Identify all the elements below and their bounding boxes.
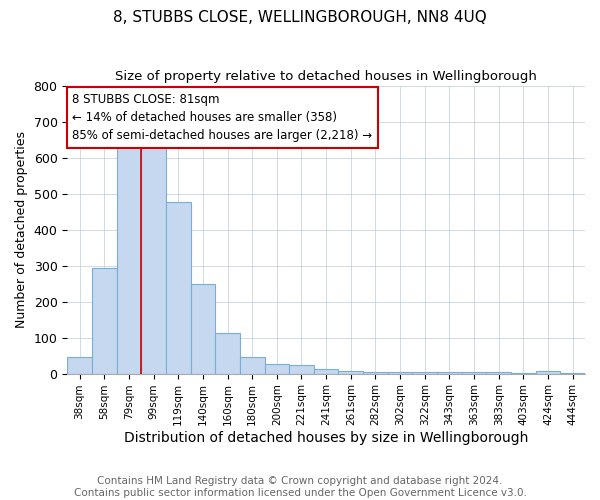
Text: 8 STUBBS CLOSE: 81sqm
← 14% of detached houses are smaller (358)
85% of semi-det: 8 STUBBS CLOSE: 81sqm ← 14% of detached … [73,93,373,142]
Bar [265,364,289,374]
Bar [215,332,240,374]
Y-axis label: Number of detached properties: Number of detached properties [15,131,28,328]
Bar [166,202,191,374]
Bar [289,364,314,374]
Bar [412,372,437,374]
Bar [338,370,363,374]
Bar [314,368,338,374]
Bar [363,372,388,374]
Bar [487,372,511,374]
Bar [388,372,412,374]
Bar [116,138,141,374]
Bar [536,370,560,374]
Title: Size of property relative to detached houses in Wellingborough: Size of property relative to detached ho… [115,70,537,83]
Bar [240,356,265,374]
Text: 8, STUBBS CLOSE, WELLINGBOROUGH, NN8 4UQ: 8, STUBBS CLOSE, WELLINGBOROUGH, NN8 4UQ [113,10,487,25]
Bar [67,356,92,374]
Bar [462,372,487,374]
Text: Contains HM Land Registry data © Crown copyright and database right 2024.
Contai: Contains HM Land Registry data © Crown c… [74,476,526,498]
Bar [92,268,116,374]
Bar [191,284,215,374]
Bar [437,372,462,374]
X-axis label: Distribution of detached houses by size in Wellingborough: Distribution of detached houses by size … [124,431,529,445]
Bar [141,136,166,374]
